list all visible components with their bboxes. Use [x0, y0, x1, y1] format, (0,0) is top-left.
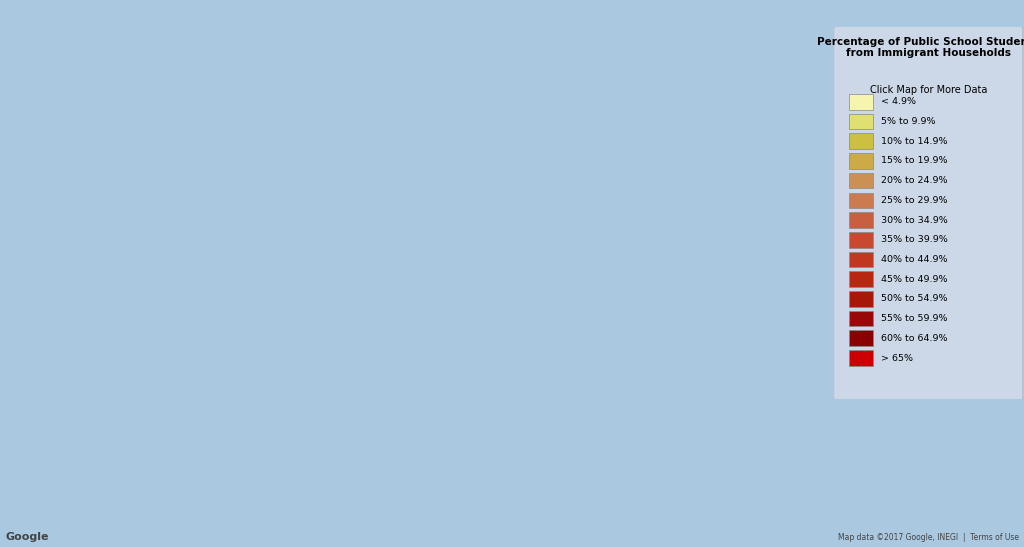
- Bar: [849, 133, 873, 149]
- Text: 55% to 59.9%: 55% to 59.9%: [881, 314, 947, 323]
- Text: < 4.9%: < 4.9%: [881, 97, 915, 106]
- Text: Percentage of Public School Students
from Immigrant Households: Percentage of Public School Students fro…: [817, 37, 1024, 58]
- Text: 50% to 54.9%: 50% to 54.9%: [881, 294, 947, 304]
- Text: 60% to 64.9%: 60% to 64.9%: [881, 334, 947, 343]
- Text: Google: Google: [5, 532, 48, 543]
- Bar: [849, 311, 873, 327]
- Text: 15% to 19.9%: 15% to 19.9%: [881, 156, 947, 165]
- Bar: [849, 173, 873, 188]
- Text: Click Map for More Data: Click Map for More Data: [869, 85, 987, 95]
- Bar: [849, 291, 873, 307]
- Bar: [849, 94, 873, 109]
- Bar: [849, 252, 873, 267]
- Bar: [849, 330, 873, 346]
- Text: 30% to 34.9%: 30% to 34.9%: [881, 216, 947, 224]
- FancyBboxPatch shape: [834, 24, 1023, 403]
- Text: 10% to 14.9%: 10% to 14.9%: [881, 137, 947, 146]
- Text: 40% to 44.9%: 40% to 44.9%: [881, 255, 947, 264]
- Text: 20% to 24.9%: 20% to 24.9%: [881, 176, 947, 185]
- Text: 25% to 29.9%: 25% to 29.9%: [881, 196, 947, 205]
- Text: 45% to 49.9%: 45% to 49.9%: [881, 275, 947, 284]
- Bar: [849, 212, 873, 228]
- Bar: [849, 114, 873, 129]
- Text: 5% to 9.9%: 5% to 9.9%: [881, 117, 935, 126]
- Bar: [849, 232, 873, 248]
- Bar: [849, 350, 873, 366]
- Bar: [849, 271, 873, 287]
- Bar: [849, 153, 873, 168]
- Text: 35% to 39.9%: 35% to 39.9%: [881, 235, 947, 245]
- Bar: [849, 193, 873, 208]
- Text: Map data ©2017 Google, INEGI  |  Terms of Use: Map data ©2017 Google, INEGI | Terms of …: [838, 533, 1019, 543]
- Text: > 65%: > 65%: [881, 353, 913, 363]
